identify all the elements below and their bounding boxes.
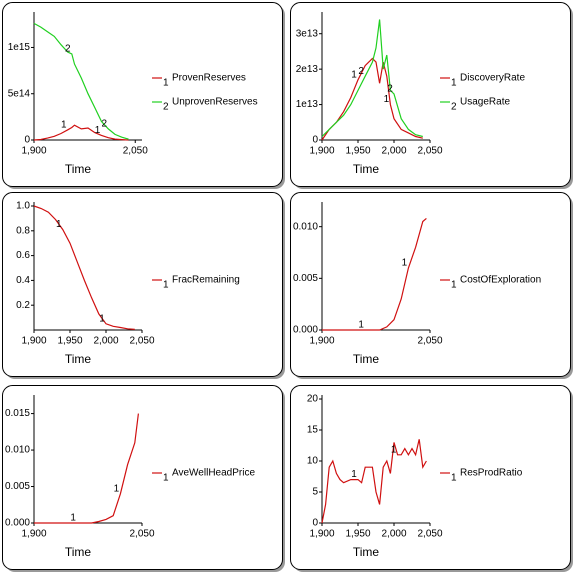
y-tick-label: 0 xyxy=(312,518,318,529)
legend-label: UsageRate xyxy=(460,97,510,108)
series-number: 1 xyxy=(114,483,120,494)
x-axis-label: Time xyxy=(65,352,92,366)
x-tick-label: 1,900 xyxy=(309,336,334,347)
y-tick-label: 1.0 xyxy=(16,201,30,212)
series-number: 1 xyxy=(391,444,397,455)
legend-number: 2 xyxy=(451,102,457,113)
y-tick-label: 2e13 xyxy=(296,64,319,75)
legend-number: 1 xyxy=(451,280,457,291)
legend-label: DiscoveryRate xyxy=(460,73,525,84)
x-axis-label: Time xyxy=(65,545,92,559)
y-tick-label: 1e15 xyxy=(8,42,31,53)
series-number: 2 xyxy=(101,119,107,130)
y-tick-label: 0.015 xyxy=(5,408,30,419)
y-tick-label: 0.000 xyxy=(293,325,318,336)
series-number: 1 xyxy=(351,69,357,80)
x-tick-label: 2,050 xyxy=(417,529,442,540)
x-tick-label: 1,900 xyxy=(309,529,334,540)
x-tick-label: 2,000 xyxy=(381,529,406,540)
y-tick-label: 0.010 xyxy=(5,445,30,456)
x-tick-label: 2,050 xyxy=(417,336,442,347)
y-tick-label: 0.000 xyxy=(5,518,30,529)
series-number: 1 xyxy=(61,119,67,130)
x-tick-label: 2,050 xyxy=(123,146,148,157)
y-tick-label: 0.4 xyxy=(16,275,30,286)
series-line xyxy=(321,57,423,141)
x-tick-label: 1,900 xyxy=(21,146,46,157)
series-line xyxy=(33,124,129,141)
series-number: 1 xyxy=(56,219,62,230)
y-tick-label: 0.2 xyxy=(16,300,30,311)
y-tick-label: 5 xyxy=(312,487,318,498)
legend-label: ResProdRatio xyxy=(460,468,523,479)
legend-label: UnprovenReserves xyxy=(172,97,258,108)
x-tick-label: 1,900 xyxy=(21,336,46,347)
y-tick-label: 20 xyxy=(307,394,319,405)
series-line xyxy=(322,217,427,331)
y-tick-label: 0.005 xyxy=(293,273,318,284)
panel-frame xyxy=(290,385,571,570)
chart-panel: 0 1e13 2e13 3e13 1,900 1,950 2,000 2,050 Time 1 1 1… xyxy=(290,2,573,189)
y-tick-label: 0 xyxy=(24,135,30,146)
x-tick-label: 1,950 xyxy=(345,529,370,540)
x-tick-label: 1,950 xyxy=(345,146,370,157)
series-line xyxy=(321,19,423,138)
x-tick-label: 2,050 xyxy=(129,529,154,540)
x-tick-label: 1,900 xyxy=(21,529,46,540)
legend-label: CostOfExploration xyxy=(460,275,541,286)
y-tick-label: 0.8 xyxy=(16,225,30,236)
series-number: 1 xyxy=(351,469,357,480)
x-axis-label: Time xyxy=(353,545,380,559)
chart-panel: 0.2 0.4 0.6 0.8 1.0 1,900 1,950 2,000 2,050 Time 1… xyxy=(2,192,285,379)
y-tick-label: 0.005 xyxy=(5,481,30,492)
legend-number: 1 xyxy=(451,78,457,89)
series-number: 1 xyxy=(70,513,76,524)
series-line xyxy=(321,439,427,524)
y-tick-label: 0.010 xyxy=(293,221,318,232)
x-tick-label: 2,050 xyxy=(129,336,154,347)
legend-label: ProvenReserves xyxy=(172,73,246,84)
y-tick-label: 1e13 xyxy=(296,99,319,110)
series-number: 1 xyxy=(402,258,408,269)
x-tick-label: 1,900 xyxy=(309,146,334,157)
x-tick-label: 1,950 xyxy=(57,336,82,347)
legend-label: FracRemaining xyxy=(172,275,240,286)
x-axis-label: Time xyxy=(353,352,380,366)
series-number: 1 xyxy=(95,125,101,136)
series-number: 2 xyxy=(358,66,364,77)
series-line xyxy=(33,205,135,330)
y-tick-label: 5e14 xyxy=(8,88,31,99)
legend-number: 2 xyxy=(163,102,169,113)
y-tick-label: 15 xyxy=(307,425,319,436)
series-number: 2 xyxy=(65,44,71,55)
x-tick-label: 2,000 xyxy=(93,336,118,347)
legend-label: AveWellHeadPrice xyxy=(172,468,255,479)
x-tick-label: 2,050 xyxy=(417,146,442,157)
legend-number: 1 xyxy=(451,473,457,484)
series-number: 1 xyxy=(99,313,105,324)
y-tick-label: 3e13 xyxy=(296,28,319,39)
series-number: 2 xyxy=(387,84,393,95)
panel-frame xyxy=(290,2,571,187)
series-line xyxy=(34,413,139,524)
x-axis-label: Time xyxy=(353,162,380,176)
series-number: 1 xyxy=(358,320,364,331)
legend-number: 1 xyxy=(163,78,169,89)
series-line xyxy=(33,22,129,140)
legend-number: 1 xyxy=(163,473,169,484)
panel-frame xyxy=(2,192,283,377)
x-axis-label: Time xyxy=(65,162,92,176)
y-tick-label: 0 xyxy=(312,135,318,146)
y-tick-label: 10 xyxy=(307,456,319,467)
series-number: 1 xyxy=(384,94,390,105)
x-tick-label: 2,000 xyxy=(381,146,406,157)
legend-number: 1 xyxy=(163,280,169,291)
y-tick-label: 0.6 xyxy=(16,250,30,261)
